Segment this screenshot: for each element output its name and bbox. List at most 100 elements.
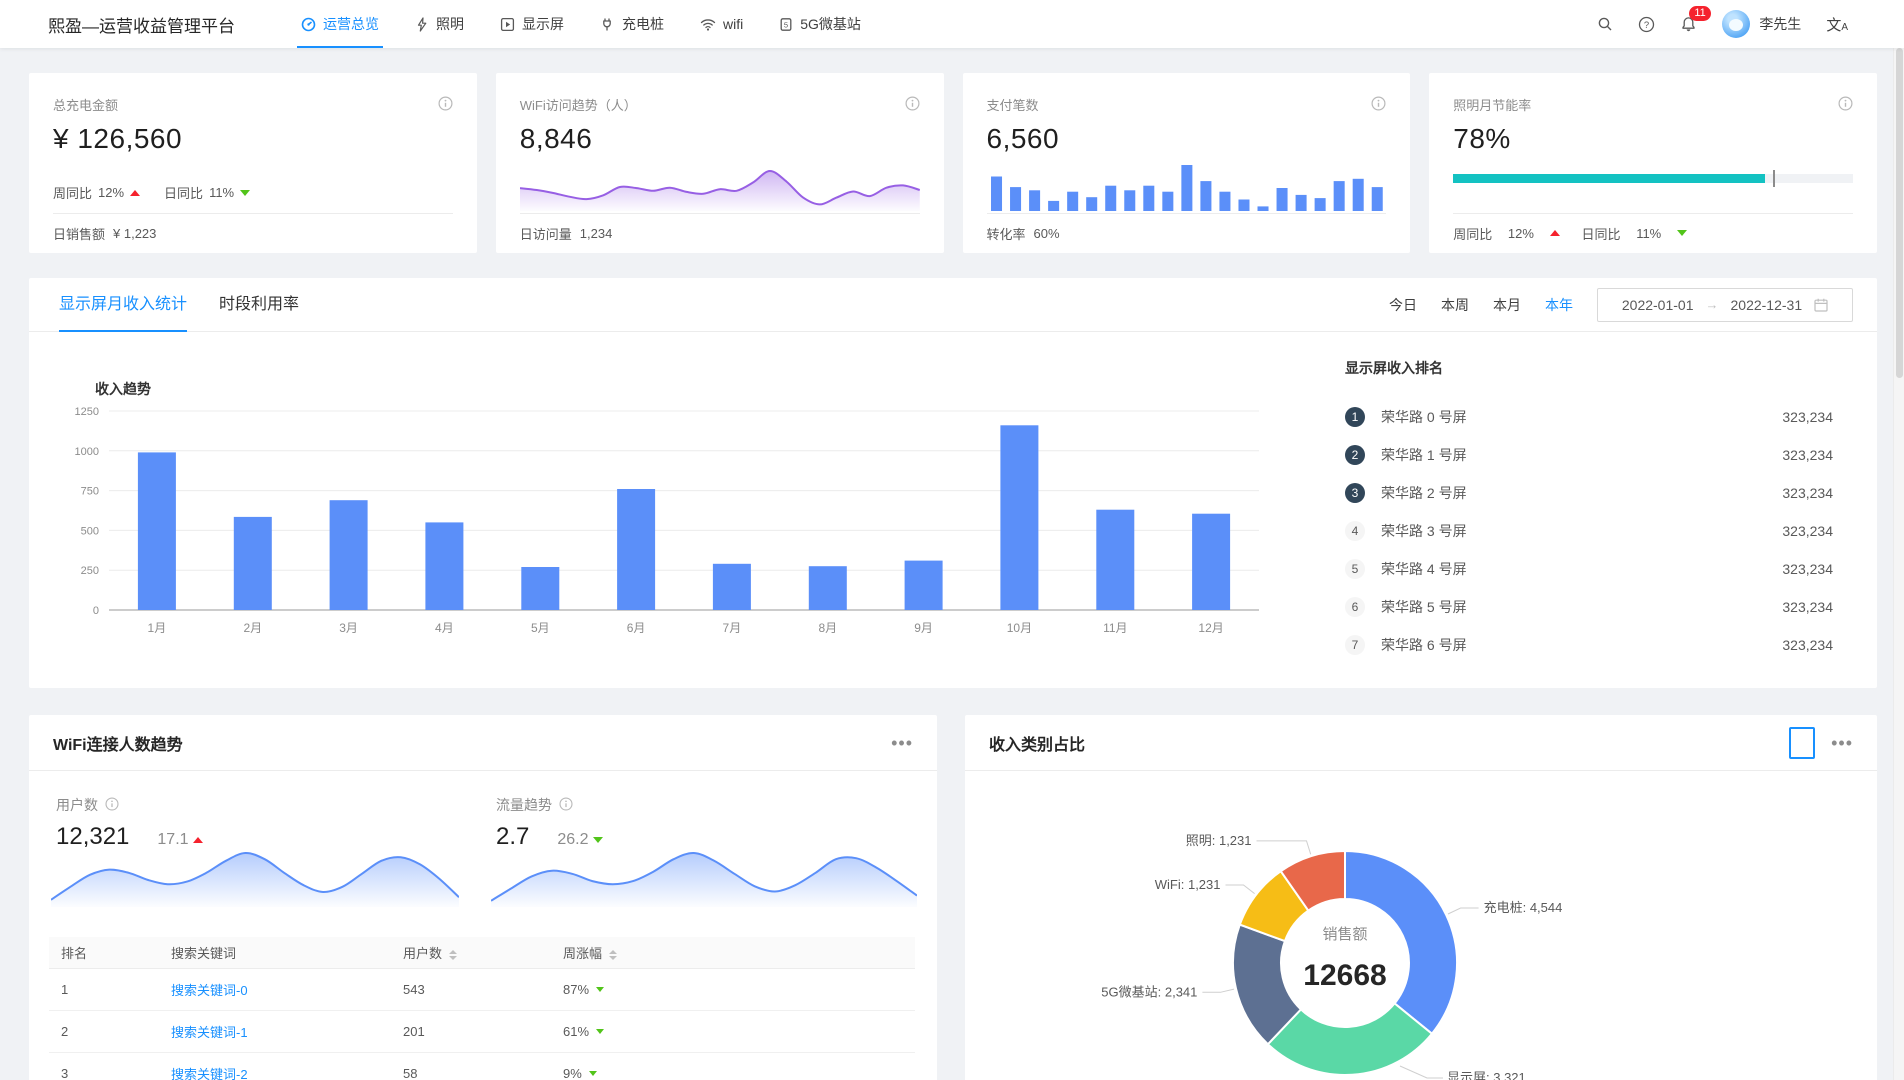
kpi-value: ¥ 126,560 <box>53 123 183 154</box>
caret-up-icon <box>130 189 141 196</box>
keyword-link[interactable]: 搜索关键词-0 <box>171 983 248 998</box>
metric-traffic: 流量趋势 2.7 26.2 <box>496 795 916 851</box>
svg-text:0: 0 <box>93 605 99 617</box>
kpi-footer: 日销售额 ¥ 1,223 <box>53 225 157 242</box>
nav-item-overview[interactable]: 运营总览 <box>283 0 397 48</box>
divider <box>519 213 920 214</box>
nav-item-lighting[interactable]: 照明 <box>397 0 482 48</box>
info-icon[interactable] <box>1838 95 1853 114</box>
info-icon[interactable] <box>904 95 920 114</box>
energy-progress-bar <box>1453 170 1853 187</box>
cell-rank: 2 <box>49 1010 159 1053</box>
payments-mini-bar-chart <box>987 161 1387 211</box>
more-icon[interactable]: ••• <box>891 732 913 753</box>
cell-change: 9% <box>551 1052 915 1080</box>
caret-up-icon <box>1549 230 1560 236</box>
sorter-icon <box>449 949 458 960</box>
caret-up-icon <box>192 837 203 843</box>
ranking-item: 5 荣华路 4 号屏 323,234 <box>1345 550 1833 588</box>
ranking-title: 显示屏收入排名 <box>1345 360 1443 376</box>
svg-text:500: 500 <box>81 525 99 537</box>
keyword-link[interactable]: 搜索关键词-1 <box>171 1025 248 1040</box>
charging-pile-icon <box>600 17 615 32</box>
sorter-icon <box>609 949 618 960</box>
svg-text:5月: 5月 <box>531 621 550 635</box>
rank-badge: 4 <box>1345 521 1365 541</box>
panel-title: WiFi连接人数趋势 <box>53 736 183 754</box>
screen-name: 荣华路 3 号屏 <box>1381 523 1467 539</box>
cell-rank: 1 <box>49 968 159 1011</box>
ranking-item: 4 荣华路 3 号屏 323,234 <box>1345 512 1833 550</box>
wifi-icon <box>700 18 716 31</box>
range-month[interactable]: 本月 <box>1493 296 1521 313</box>
info-icon[interactable] <box>438 95 453 114</box>
cell-rank: 3 <box>49 1052 159 1080</box>
cell-change: 87% <box>551 968 915 1011</box>
kpi-value: 8,846 <box>519 123 593 154</box>
svg-text:1000: 1000 <box>75 446 99 458</box>
svg-text:5: 5 <box>784 20 788 29</box>
more-icon[interactable]: ••• <box>1831 732 1853 753</box>
search-icon[interactable] <box>1597 16 1613 32</box>
nav-item-5g[interactable]: 5 5G微基站 <box>761 0 879 48</box>
screen-name: 荣华路 5 号屏 <box>1381 599 1467 615</box>
rank-badge: 7 <box>1345 635 1365 655</box>
scrollbar-thumb[interactable] <box>1896 48 1903 378</box>
range-week[interactable]: 本周 <box>1441 296 1469 313</box>
help-icon[interactable]: ? <box>1638 16 1655 33</box>
col-change[interactable]: 周涨幅 <box>551 937 915 969</box>
nav-label: 照明 <box>436 16 464 32</box>
date-range-picker[interactable]: 2022-01-01 → 2022-12-31 <box>1597 287 1853 322</box>
donut-slice-label: WiFi: 1,231 <box>1155 877 1221 892</box>
keyword-table: 排名 搜索关键词 用户数 周涨幅 1 搜索关键词-0 543 87% 2 搜索关键词-1 2… <box>49 937 915 1080</box>
info-icon[interactable] <box>559 796 573 814</box>
wifi-trend-panel: WiFi连接人数趋势 ••• 用户数 12,321 17.1 流量趋势 <box>29 715 937 1080</box>
kpi-footer: 周同比 12% 日同比 11% <box>1453 214 1687 252</box>
range-year[interactable]: 本年 <box>1545 296 1573 313</box>
notification-bell-icon[interactable]: 11 <box>1680 5 1711 33</box>
svg-text:8月: 8月 <box>818 621 837 635</box>
screen-revenue: 323,234 <box>1782 447 1833 463</box>
base-station-icon: 5 <box>779 17 793 32</box>
monthly-revenue-bar-chart: 0 250 500 750 1000 1250 1月 2月 3月 4月 5月 6月 7月 8月 9月 10月 1… <box>75 406 1259 635</box>
nav-label: wifi <box>723 16 744 32</box>
rank-badge: 5 <box>1345 559 1365 579</box>
kpi-value: 78% <box>1453 123 1511 154</box>
divider <box>1453 213 1853 214</box>
range-today[interactable]: 今日 <box>1389 296 1417 313</box>
range-controls: 今日 本周 本月 本年 2022-01-01 → 2022-12-31 <box>1389 287 1853 322</box>
caret-down-icon <box>588 1071 597 1076</box>
metric-value: 2.7 <box>496 823 530 850</box>
info-icon[interactable] <box>105 796 119 814</box>
kpi-title: 总充电金额 <box>53 98 119 113</box>
col-users[interactable]: 用户数 <box>391 937 551 969</box>
nav-item-screen[interactable]: 显示屏 <box>482 0 582 48</box>
svg-text:4月: 4月 <box>435 621 454 635</box>
segment-toggle[interactable] <box>1789 726 1816 759</box>
wifi-trend-mini-chart <box>519 161 920 211</box>
user-menu[interactable]: 李先生 <box>1722 10 1801 38</box>
kpi-title: 支付笔数 <box>986 98 1039 113</box>
tab-utilization[interactable]: 时段利用率 <box>219 295 300 313</box>
screen-revenue: 323,234 <box>1782 599 1833 615</box>
page-scrollbar[interactable] <box>1893 0 1904 1080</box>
tab-monthly-revenue[interactable]: 显示屏月收入统计 <box>43 278 203 332</box>
nav-item-wifi[interactable]: wifi <box>682 0 761 48</box>
svg-text:10月: 10月 <box>1007 621 1032 635</box>
date-start: 2022-01-01 <box>1621 296 1694 313</box>
info-icon[interactable] <box>1371 95 1386 114</box>
screen-name: 荣华路 4 号屏 <box>1381 561 1467 577</box>
translate-icon[interactable]: 文A <box>1826 16 1848 34</box>
keyword-link[interactable]: 搜索关键词-2 <box>171 1067 248 1080</box>
screen-name: 荣华路 6 号屏 <box>1381 637 1467 653</box>
kpi-title: 照明月节能率 <box>1453 98 1532 113</box>
svg-text:9月: 9月 <box>914 621 933 635</box>
rank-badge: 2 <box>1345 445 1365 465</box>
revenue-category-panel: 收入类别占比 ••• 充电桩: 4,544 显示屏: 3,321 5G微基站: 2,… <box>965 715 1877 1080</box>
ranking-item: 3 荣华路 2 号屏 323,234 <box>1345 474 1833 512</box>
kpi-value: 6,560 <box>986 123 1060 154</box>
kpi-card-payments: 支付笔数 6,560 转化率 60% <box>962 73 1411 253</box>
nav-label: 显示屏 <box>522 16 564 32</box>
screen-revenue: 323,234 <box>1782 637 1833 653</box>
nav-item-charging[interactable]: 充电桩 <box>582 0 682 48</box>
